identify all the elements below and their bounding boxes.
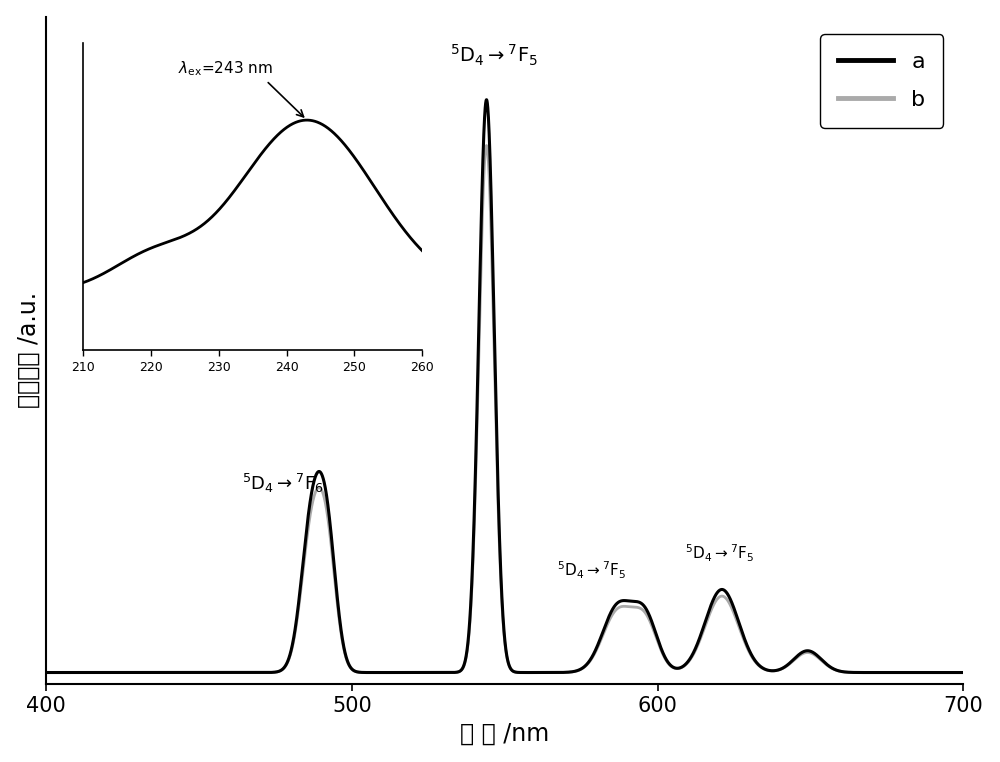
- Y-axis label: 相对强度 /a.u.: 相对强度 /a.u.: [17, 293, 41, 408]
- Text: $\mathregular{^5D_4}$$\mathregular{\rightarrow}$$\mathregular{^7F_5}$: $\mathregular{^5D_4}$$\mathregular{\righ…: [685, 543, 755, 564]
- Text: $\mathregular{^5D_4}$$\mathregular{\rightarrow}$$\mathregular{^7F_6}$: $\mathregular{^5D_4}$$\mathregular{\righ…: [242, 472, 324, 495]
- Legend: a, b: a, b: [820, 34, 943, 128]
- Text: $\mathregular{^5D_4}$$\mathregular{\rightarrow}$$\mathregular{^7F_5}$: $\mathregular{^5D_4}$$\mathregular{\righ…: [557, 559, 626, 581]
- Text: $\mathregular{^5D_4}$$\mathregular{\rightarrow}$$\mathregular{^7F_5}$: $\mathregular{^5D_4}$$\mathregular{\righ…: [450, 43, 538, 69]
- X-axis label: 波 长 /nm: 波 长 /nm: [460, 722, 549, 745]
